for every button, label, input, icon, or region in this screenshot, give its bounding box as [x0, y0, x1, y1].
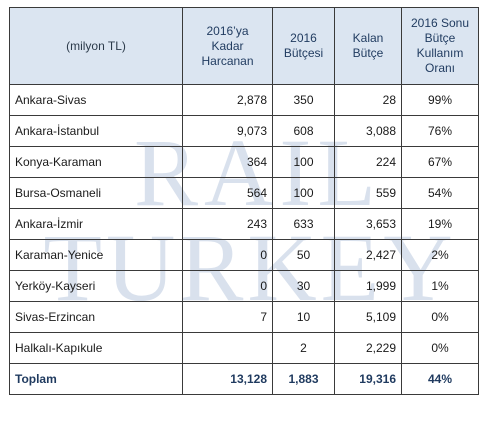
header-spent-line: 2016’ya	[206, 23, 249, 38]
usage-rate-cell: 0%	[401, 332, 479, 364]
spent-cell: 243	[182, 208, 273, 240]
usage-rate-cell: 1%	[401, 270, 479, 302]
header-budget-line: 2016	[290, 31, 317, 45]
total-row: Toplam 13,128 1,883 19,316 44%	[9, 363, 479, 395]
header-remaining-line: Bütçe	[352, 46, 384, 60]
budget-cell: 50	[272, 239, 335, 271]
table-row: Ankara-İstanbul 9,073 608 3,088 76%	[9, 115, 479, 147]
header-row: (milyon TL) 2016’ya Kadar Harcanan 2016 …	[9, 7, 479, 85]
table-row: Konya-Karaman 364 100 224 67%	[9, 146, 479, 178]
usage-rate-cell: 2%	[401, 239, 479, 271]
total-remaining-cell: 19,316	[334, 363, 402, 395]
table-row: Bursa-Osmaneli 564 100 559 54%	[9, 177, 479, 209]
route-name: Konya-Karaman	[9, 146, 183, 178]
budget-cell: 350	[272, 84, 335, 116]
remaining-cell: 224	[334, 146, 402, 178]
budget-cell: 10	[272, 301, 335, 333]
route-name: Yerköy-Kayseri	[9, 270, 183, 302]
header-usage-rate-line: 2016 Sonu	[410, 16, 470, 30]
spent-cell	[182, 332, 273, 364]
budget-cell: 100	[272, 146, 335, 178]
table-row: Sivas-Erzincan 7 10 5,109 0%	[9, 301, 479, 333]
header-budget-line: Bütçesi	[283, 46, 324, 60]
table-row: Yerköy-Kayseri 0 30 1,999 1%	[9, 270, 479, 302]
usage-rate-cell: 67%	[401, 146, 479, 178]
table-row: Halkalı-Kapıkule 2 2,229 0%	[9, 332, 479, 364]
budget-cell: 608	[272, 115, 335, 147]
table-row: Karaman-Yenice 0 50 2,427 2%	[9, 239, 479, 271]
budget-cell: 2	[272, 332, 335, 364]
budget-cell: 30	[272, 270, 335, 302]
usage-rate-cell: 99%	[401, 84, 479, 116]
header-spent: 2016’ya Kadar Harcanan	[182, 7, 273, 85]
spent-cell: 0	[182, 270, 273, 302]
header-unit-label: (milyon TL)	[66, 38, 126, 53]
route-name: Sivas-Erzincan	[9, 301, 183, 333]
spent-cell: 564	[182, 177, 273, 209]
total-budget-cell: 1,883	[272, 363, 335, 395]
header-usage-rate-line: Kullanım	[416, 46, 464, 60]
remaining-cell: 3,088	[334, 115, 402, 147]
spent-cell: 2,878	[182, 84, 273, 116]
budget-cell: 100	[272, 177, 335, 209]
header-spent-line: Kadar	[211, 38, 244, 53]
spent-cell: 364	[182, 146, 273, 178]
route-name: Ankara-Sivas	[9, 84, 183, 116]
total-label: Toplam	[9, 363, 183, 395]
route-name: Ankara-İzmir	[9, 208, 183, 240]
remaining-cell: 559	[334, 177, 402, 209]
remaining-cell: 5,109	[334, 301, 402, 333]
table-row: Ankara-İzmir 243 633 3,653 19%	[9, 208, 479, 240]
header-remaining: Kalan Bütçe	[334, 7, 402, 85]
route-name: Bursa-Osmaneli	[9, 177, 183, 209]
route-name: Ankara-İstanbul	[9, 115, 183, 147]
spent-cell: 7	[182, 301, 273, 333]
route-name: Karaman-Yenice	[9, 239, 183, 271]
header-budget: 2016 Bütçesi	[272, 7, 335, 85]
spent-cell: 9,073	[182, 115, 273, 147]
header-spent-line: Harcanan	[201, 53, 254, 68]
total-usage-rate-cell: 44%	[401, 363, 479, 395]
table-row: Ankara-Sivas 2,878 350 28 99%	[9, 84, 479, 116]
header-remaining-line: Kalan	[352, 31, 384, 45]
railway-budget-table: (milyon TL) 2016’ya Kadar Harcanan 2016 …	[9, 7, 479, 395]
header-unit: (milyon TL)	[9, 7, 183, 85]
route-name: Halkalı-Kapıkule	[9, 332, 183, 364]
header-usage-rate: 2016 Sonu Bütçe Kullanım Oranı	[401, 7, 479, 85]
header-usage-rate-line: Oranı	[424, 61, 455, 75]
usage-rate-cell: 54%	[401, 177, 479, 209]
remaining-cell: 2,427	[334, 239, 402, 271]
remaining-cell: 1,999	[334, 270, 402, 302]
budget-cell: 633	[272, 208, 335, 240]
header-usage-rate-line: Bütçe	[424, 31, 456, 45]
remaining-cell: 2,229	[334, 332, 402, 364]
usage-rate-cell: 19%	[401, 208, 479, 240]
spent-cell: 0	[182, 239, 273, 271]
remaining-cell: 28	[334, 84, 402, 116]
usage-rate-cell: 76%	[401, 115, 479, 147]
total-spent-cell: 13,128	[182, 363, 273, 395]
usage-rate-cell: 0%	[401, 301, 479, 333]
remaining-cell: 3,653	[334, 208, 402, 240]
